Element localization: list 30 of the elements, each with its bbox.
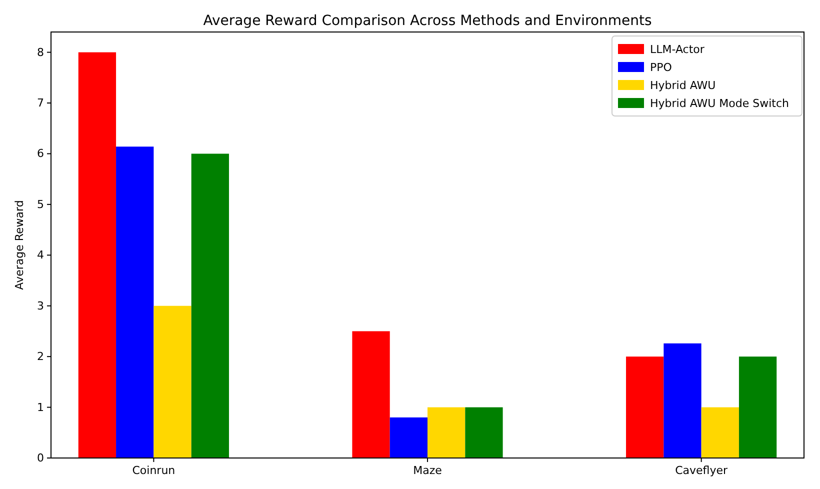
x-tick-label: Maze — [413, 464, 442, 477]
chart-title: Average Reward Comparison Across Methods and Environments — [203, 13, 652, 29]
bar — [390, 417, 428, 458]
y-tick-label: 1 — [37, 400, 44, 414]
bar — [626, 356, 664, 458]
bar — [154, 306, 192, 458]
y-tick-label: 7 — [37, 96, 44, 110]
y-tick-label: 2 — [37, 350, 44, 364]
bar — [78, 52, 116, 458]
x-tick-label: Coinrun — [132, 464, 176, 477]
bar — [465, 407, 503, 458]
y-tick-label: 3 — [37, 299, 44, 312]
legend-label: Hybrid AWU Mode Switch — [650, 97, 790, 110]
legend-label: PPO — [650, 61, 672, 74]
y-tick-label: 6 — [37, 147, 44, 160]
y-tick-label: 8 — [37, 46, 44, 59]
legend-label: Hybrid AWU — [650, 79, 716, 92]
y-tick-label: 5 — [37, 198, 44, 211]
y-tick-label: 0 — [37, 452, 44, 465]
bar — [701, 407, 739, 458]
legend-label: LLM-Actor — [650, 43, 705, 56]
y-tick-label: 4 — [37, 248, 44, 262]
bar — [664, 343, 702, 458]
x-tick-label: Caveflyer — [675, 464, 728, 477]
bar — [352, 331, 390, 458]
y-axis-title: Average Reward — [13, 200, 26, 290]
bar — [191, 154, 229, 458]
bar — [428, 407, 466, 458]
bar — [738, 356, 777, 458]
bar — [116, 146, 154, 458]
